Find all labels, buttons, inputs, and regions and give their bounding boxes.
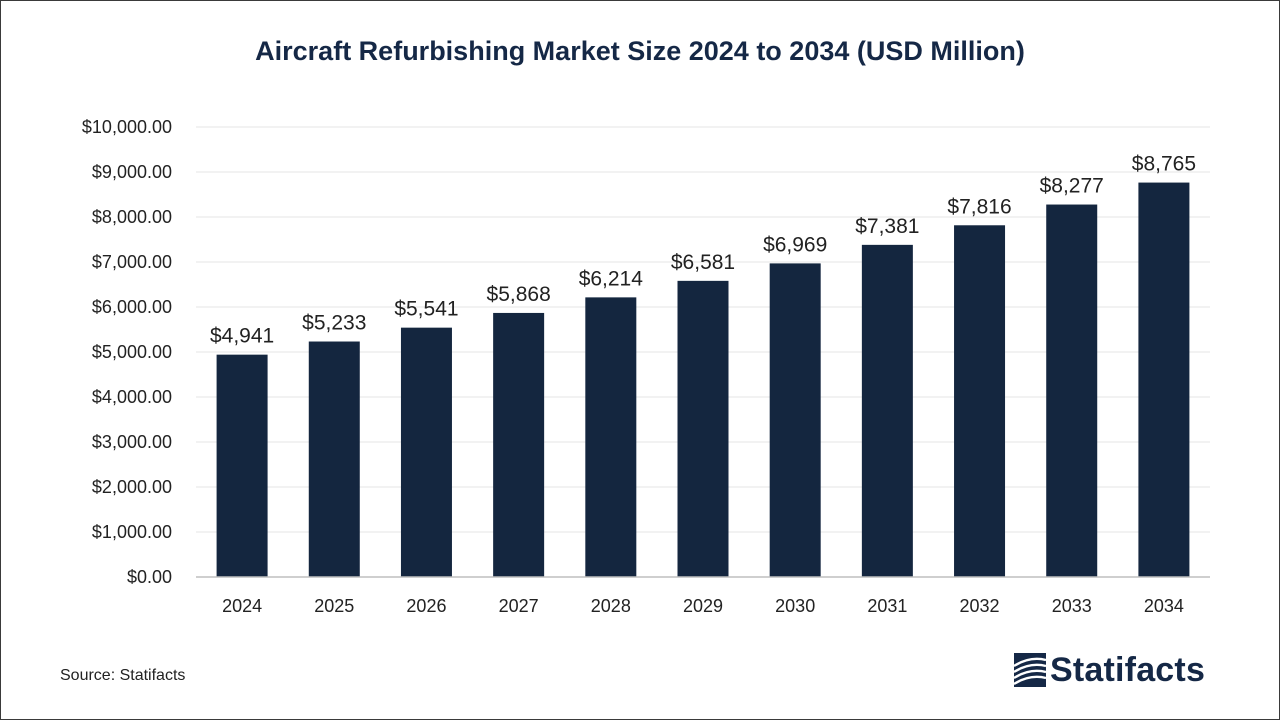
data-label: $7,381 <box>855 215 919 238</box>
y-tick-label: $3,000.00 <box>92 432 172 452</box>
y-tick-label: $5,000.00 <box>92 342 172 362</box>
bar <box>861 244 913 578</box>
x-tick-label: 2030 <box>775 596 815 616</box>
brand-name: Statifacts <box>1050 651 1206 689</box>
y-tick-label: $8,000.00 <box>92 207 172 227</box>
y-tick-label: $9,000.00 <box>92 162 172 182</box>
bar <box>1138 182 1190 577</box>
bar <box>677 280 729 577</box>
data-label: $8,277 <box>1040 175 1104 198</box>
bar <box>585 297 637 577</box>
x-tick-label: 2031 <box>867 596 907 616</box>
y-tick-label: $10,000.00 <box>82 117 172 137</box>
y-tick-label: $6,000.00 <box>92 297 172 317</box>
x-tick-label: 2033 <box>1052 596 1092 616</box>
y-tick-label: $1,000.00 <box>92 522 172 542</box>
y-tick-label: $2,000.00 <box>92 477 172 497</box>
bar <box>493 312 545 577</box>
y-tick-label: $7,000.00 <box>92 252 172 272</box>
data-label: $4,941 <box>210 325 274 348</box>
y-tick-label: $4,000.00 <box>92 387 172 407</box>
y-tick-label: $0.00 <box>127 567 172 587</box>
data-label: $6,214 <box>579 267 644 290</box>
bar <box>308 341 360 577</box>
data-label: $7,816 <box>947 195 1011 218</box>
statifacts-logo-icon <box>1013 653 1047 687</box>
bar <box>1046 204 1098 577</box>
data-label: $5,541 <box>394 298 458 321</box>
x-tick-label: 2028 <box>591 596 631 616</box>
source-note: Source: Statifacts <box>60 667 186 684</box>
data-label: $6,581 <box>671 251 735 274</box>
data-label: $5,233 <box>302 312 366 335</box>
bar <box>954 225 1006 577</box>
x-tick-label: 2034 <box>1144 596 1184 616</box>
x-tick-label: 2026 <box>406 596 446 616</box>
chart-title: Aircraft Refurbishing Market Size 2024 t… <box>255 36 1025 66</box>
bar <box>216 354 268 577</box>
bar <box>769 263 821 577</box>
x-tick-label: 2027 <box>499 596 539 616</box>
data-label: $8,765 <box>1132 153 1196 176</box>
x-tick-label: 2029 <box>683 596 723 616</box>
x-tick-label: 2024 <box>222 596 262 616</box>
bar <box>400 327 452 577</box>
x-tick-label: 2032 <box>960 596 1000 616</box>
data-label: $6,969 <box>763 233 827 256</box>
x-tick-label: 2025 <box>314 596 354 616</box>
data-label: $5,868 <box>487 283 551 306</box>
